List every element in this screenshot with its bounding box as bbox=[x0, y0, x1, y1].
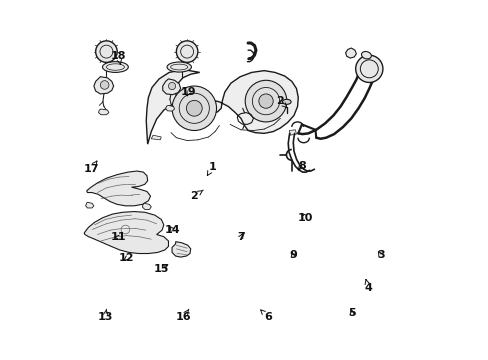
Circle shape bbox=[176, 41, 198, 62]
Text: 4: 4 bbox=[364, 279, 371, 293]
Circle shape bbox=[258, 94, 273, 108]
Text: 2: 2 bbox=[276, 96, 286, 108]
Polygon shape bbox=[165, 105, 174, 111]
Text: 10: 10 bbox=[297, 213, 312, 222]
Polygon shape bbox=[99, 109, 109, 115]
Text: 19: 19 bbox=[181, 87, 196, 97]
Text: 3: 3 bbox=[376, 250, 384, 260]
Circle shape bbox=[355, 55, 382, 82]
Polygon shape bbox=[142, 203, 151, 210]
Polygon shape bbox=[146, 69, 298, 144]
Polygon shape bbox=[289, 130, 296, 135]
Circle shape bbox=[96, 41, 117, 62]
Polygon shape bbox=[84, 212, 168, 253]
Polygon shape bbox=[86, 171, 150, 206]
Text: 6: 6 bbox=[260, 310, 271, 322]
Text: 17: 17 bbox=[83, 161, 99, 174]
Text: 7: 7 bbox=[237, 232, 244, 242]
Ellipse shape bbox=[282, 99, 290, 104]
Circle shape bbox=[186, 100, 202, 116]
Circle shape bbox=[168, 82, 175, 90]
Ellipse shape bbox=[102, 62, 128, 72]
Text: 5: 5 bbox=[347, 309, 355, 318]
Polygon shape bbox=[163, 79, 180, 95]
Polygon shape bbox=[151, 135, 161, 140]
Text: 13: 13 bbox=[98, 309, 113, 322]
Text: 1: 1 bbox=[207, 162, 216, 176]
Text: 12: 12 bbox=[119, 253, 134, 263]
Text: 18: 18 bbox=[110, 51, 126, 64]
Circle shape bbox=[244, 80, 286, 122]
Text: 14: 14 bbox=[164, 225, 180, 235]
Ellipse shape bbox=[361, 51, 370, 59]
Text: 8: 8 bbox=[297, 161, 305, 171]
Circle shape bbox=[100, 81, 109, 89]
Text: 11: 11 bbox=[110, 232, 126, 242]
Circle shape bbox=[172, 86, 216, 131]
Ellipse shape bbox=[167, 62, 191, 72]
Polygon shape bbox=[172, 242, 190, 257]
Text: 9: 9 bbox=[288, 250, 296, 260]
Polygon shape bbox=[85, 202, 94, 208]
Text: 15: 15 bbox=[153, 264, 169, 274]
Text: 2: 2 bbox=[190, 190, 203, 201]
Polygon shape bbox=[94, 77, 113, 94]
Polygon shape bbox=[345, 48, 356, 58]
Text: 16: 16 bbox=[175, 309, 191, 322]
